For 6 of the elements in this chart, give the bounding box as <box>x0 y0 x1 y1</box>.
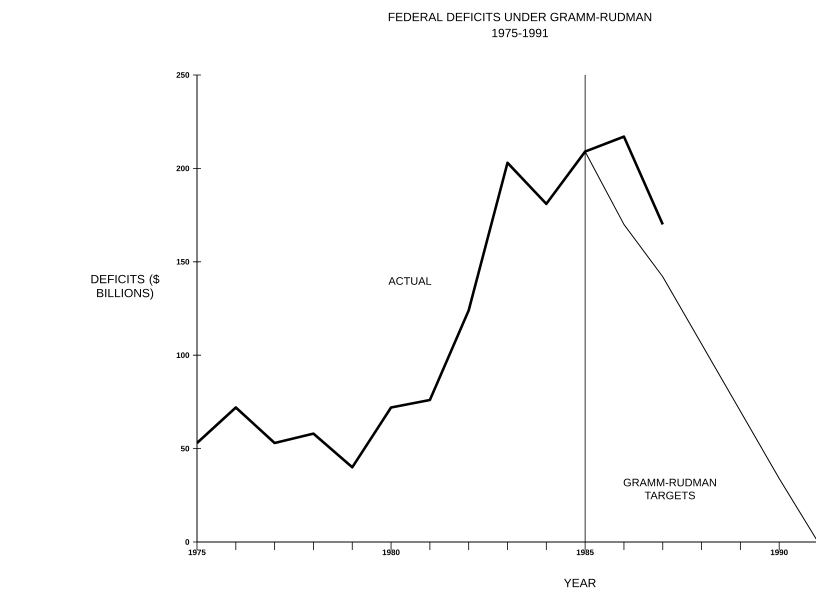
chart-subtitle: 1975-1991 <box>492 28 548 38</box>
y-axis-title: DEFICITS ($ BILLIONS) <box>91 274 160 300</box>
chart-title: FEDERAL DEFICITS UNDER GRAMM-RUDMAN <box>388 12 652 22</box>
annotation: ACTUAL <box>388 277 432 285</box>
annotation: GRAMM-RUDMAN TARGETS <box>624 478 716 500</box>
x-axis-title: YEAR <box>564 578 596 588</box>
